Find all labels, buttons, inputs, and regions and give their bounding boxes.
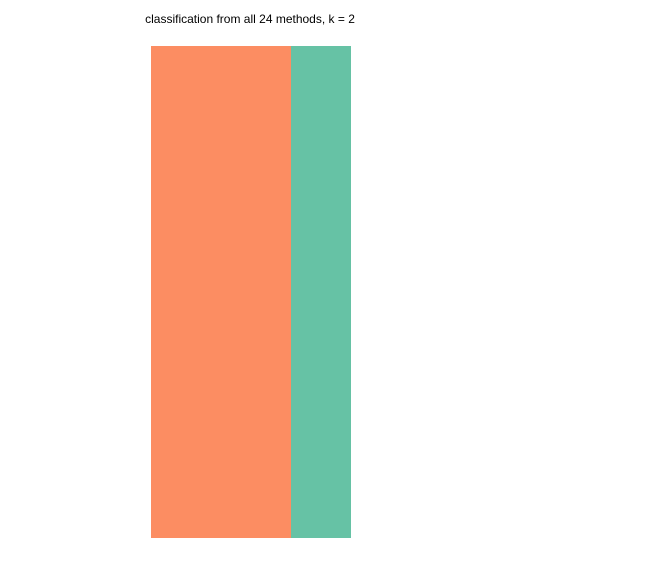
heatmap-cells bbox=[151, 46, 351, 538]
heatmap-column-class-2 bbox=[291, 46, 351, 538]
chart-title: classification from all 24 methods, k = … bbox=[145, 12, 355, 26]
heatmap-column-class-1 bbox=[151, 46, 291, 538]
